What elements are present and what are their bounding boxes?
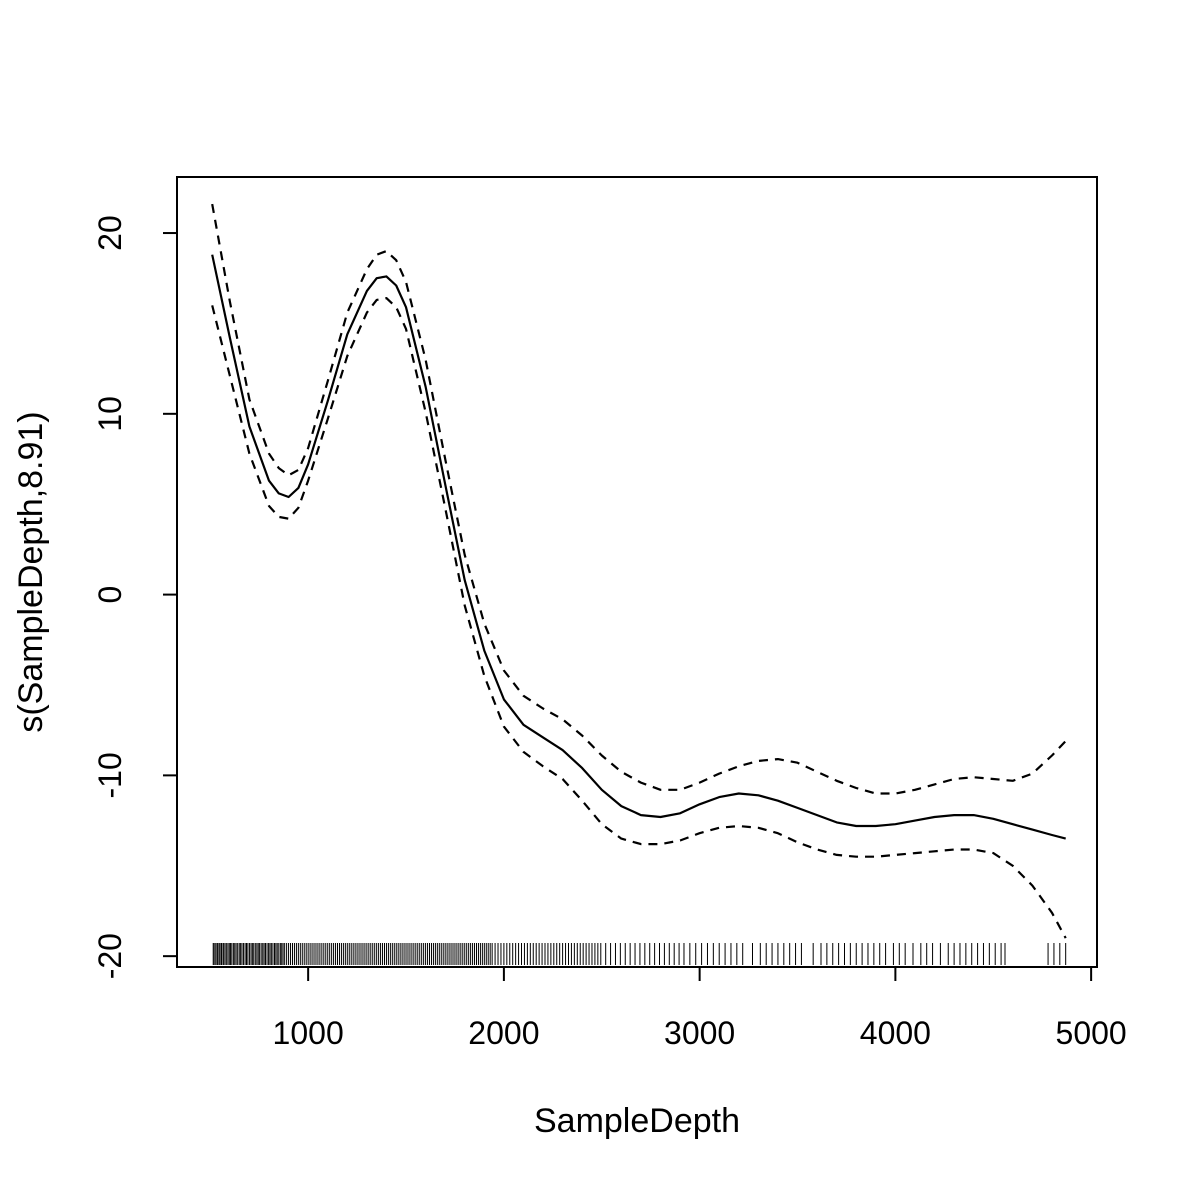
x-tick-label: 1000	[273, 1015, 344, 1051]
smooth-curves	[211, 203, 1067, 939]
y-tick-label: -10	[92, 752, 128, 798]
smooth-line	[211, 254, 1066, 840]
y-tick-label: 10	[92, 396, 128, 432]
x-tick-label: 3000	[664, 1015, 735, 1051]
y-tick-label: 20	[92, 215, 128, 251]
x-axis: 1000 2000 3000 4000 5000	[273, 966, 1127, 1051]
x-tick-label: 5000	[1056, 1015, 1127, 1051]
y-axis-title: s(SampleDepth,8.91)	[12, 411, 50, 732]
rug-marks	[212, 943, 1067, 965]
confidence-band-line	[211, 297, 1067, 939]
y-tick-label: 0	[92, 586, 128, 604]
y-tick-label: -20	[92, 933, 128, 979]
confidence-band-line	[211, 203, 1067, 795]
plot-frame	[176, 176, 1098, 968]
y-axis: -20 -10 0 10 20	[92, 215, 178, 979]
x-tick-label: 4000	[860, 1015, 931, 1051]
x-axis-title: SampleDepth	[534, 1102, 740, 1140]
x-tick-label: 2000	[468, 1015, 539, 1051]
